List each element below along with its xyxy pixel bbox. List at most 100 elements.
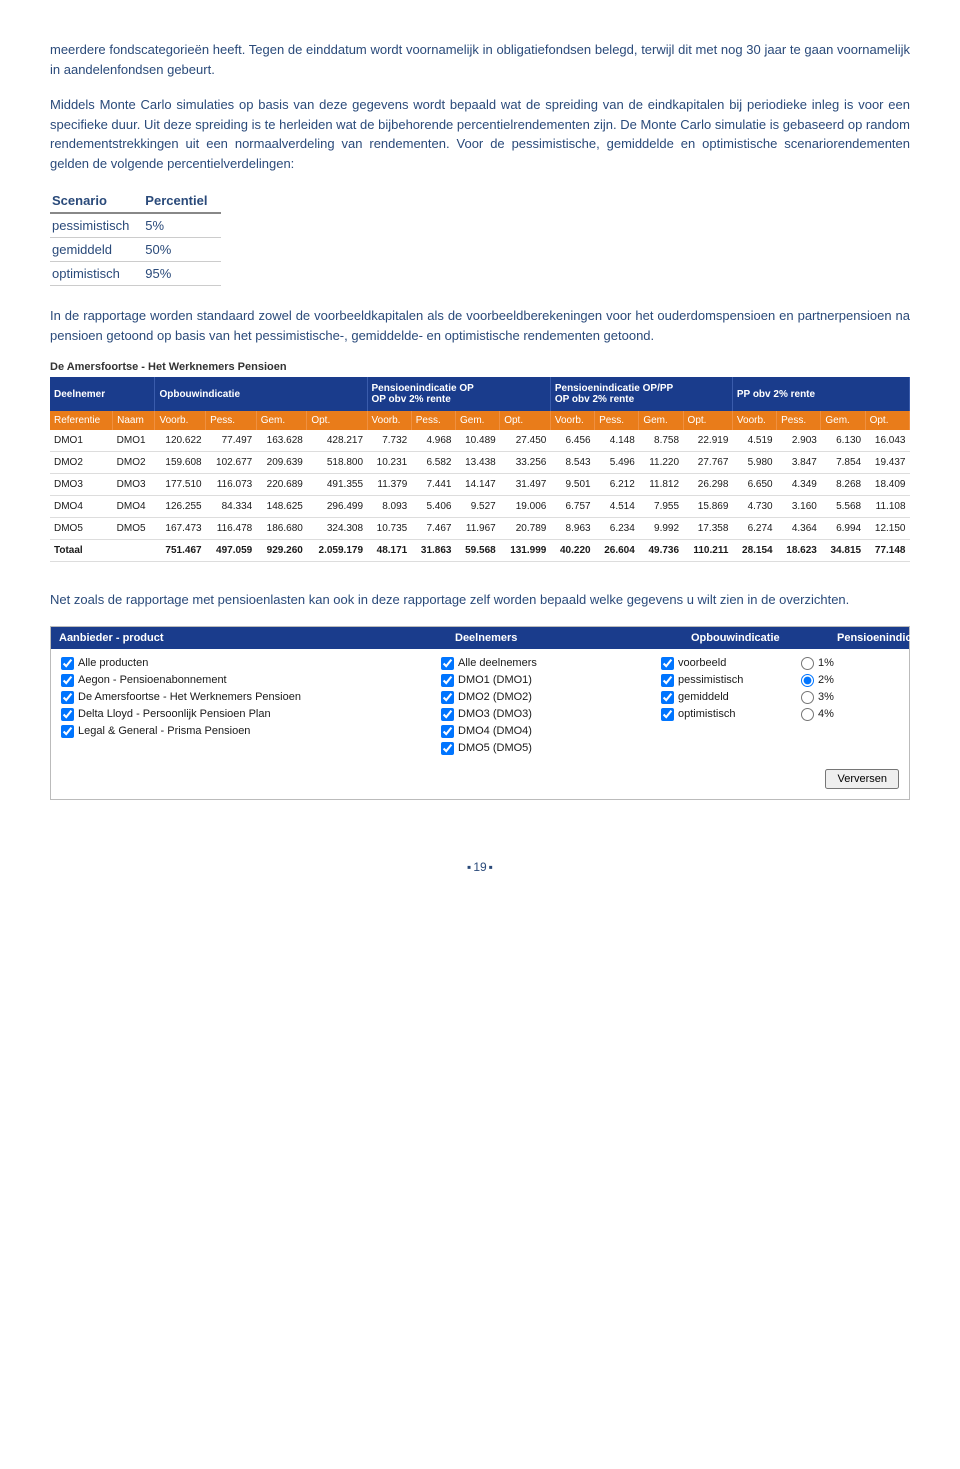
data-table-group-header: Opbouwindicatie — [155, 377, 367, 411]
table-cell: 22.919 — [683, 430, 732, 452]
table-cell: 116.073 — [206, 474, 257, 496]
rente-radio[interactable] — [801, 691, 814, 704]
opbouw-checkbox[interactable] — [661, 657, 674, 670]
data-table-group-header: Pensioenindicatie OP/PPOP obv 2% rente — [550, 377, 732, 411]
table-cell: 4.514 — [595, 496, 639, 518]
data-table-col-header: Opt. — [865, 411, 909, 430]
table-cell: 110.211 — [683, 540, 732, 562]
table-cell: 40.220 — [550, 540, 594, 562]
table-row: DMO4DMO4126.25584.334148.625296.4998.093… — [50, 496, 910, 518]
rente-radio[interactable] — [801, 674, 814, 687]
table-cell: Totaal — [50, 540, 113, 562]
opbouw-item: pessimistisch — [661, 674, 781, 687]
table-cell: 209.639 — [256, 452, 307, 474]
participant-checkbox[interactable] — [441, 708, 454, 721]
product-label: Alle producten — [78, 657, 148, 669]
table-cell: 11.967 — [455, 518, 499, 540]
table-row: DMO3DMO3177.510116.073220.689491.35511.3… — [50, 474, 910, 496]
participant-checkbox[interactable] — [441, 674, 454, 687]
product-item: De Amersfoortse - Het Werknemers Pensioe… — [61, 691, 421, 704]
table-cell: 34.815 — [821, 540, 865, 562]
product-item: Alle producten — [61, 657, 421, 670]
table-cell: 17.358 — [683, 518, 732, 540]
table-cell: 167.473 — [155, 518, 206, 540]
table-cell: 751.467 — [155, 540, 206, 562]
participant-item: DMO3 (DMO3) — [441, 708, 641, 721]
data-table-col-header: Naam — [113, 411, 155, 430]
opbouw-label: optimistisch — [678, 708, 735, 720]
opbouw-checkbox[interactable] — [661, 691, 674, 704]
filter-header-cell: Aanbieder - product — [51, 627, 447, 649]
participant-label: DMO1 (DMO1) — [458, 674, 532, 686]
table-cell: 31.497 — [500, 474, 551, 496]
table-cell: 14.147 — [455, 474, 499, 496]
product-item: Delta Lloyd - Persoonlijk Pensioen Plan — [61, 708, 421, 721]
opbouw-checkbox[interactable] — [661, 674, 674, 687]
table-cell: 20.789 — [500, 518, 551, 540]
participant-label: DMO5 (DMO5) — [458, 742, 532, 754]
table-cell: 5.406 — [411, 496, 455, 518]
rente-item: 2% — [801, 674, 881, 687]
product-checkbox[interactable] — [61, 708, 74, 721]
rente-label: 2% — [818, 674, 834, 686]
table-cell: 497.059 — [206, 540, 257, 562]
table-cell: DMO5 — [113, 518, 155, 540]
participant-item: DMO1 (DMO1) — [441, 674, 641, 687]
table-cell: DMO4 — [50, 496, 113, 518]
table-cell: 8.268 — [821, 474, 865, 496]
table-cell: 4.730 — [732, 496, 776, 518]
participant-label: DMO2 (DMO2) — [458, 691, 532, 703]
participant-checkbox[interactable] — [441, 691, 454, 704]
data-table-col-header: Opt. — [307, 411, 367, 430]
table-cell: 2.903 — [777, 430, 821, 452]
paragraph-3: In de rapportage worden standaard zowel … — [50, 306, 910, 345]
table-cell: 4.349 — [777, 474, 821, 496]
table-cell: 12.150 — [865, 518, 909, 540]
paragraph-1: meerdere fondscategorieën heeft. Tegen d… — [50, 40, 910, 79]
participant-checkbox[interactable] — [441, 742, 454, 755]
table-cell: 10.489 — [455, 430, 499, 452]
table-cell: 8.543 — [550, 452, 594, 474]
table-cell: 49.736 — [639, 540, 683, 562]
pension-data-table: De Amersfoortse - Het Werknemers Pensioe… — [50, 361, 910, 562]
table-cell: 18.623 — [777, 540, 821, 562]
data-table-col-header: Voorb. — [155, 411, 206, 430]
table-cell: 428.217 — [307, 430, 367, 452]
data-table-col-header: Gem. — [455, 411, 499, 430]
opbouw-checkbox[interactable] — [661, 708, 674, 721]
participant-checkbox[interactable] — [441, 657, 454, 670]
refresh-button[interactable]: Verversen — [825, 769, 899, 789]
table-cell: 159.608 — [155, 452, 206, 474]
table-row: DMO2DMO2159.608102.677209.639518.80010.2… — [50, 452, 910, 474]
scenario-cell: 95% — [143, 262, 221, 286]
table-cell: 163.628 — [256, 430, 307, 452]
data-table-col-header: Pess. — [595, 411, 639, 430]
filter-header-cell: Opbouwindicatie — [683, 627, 829, 649]
data-table-col-header: Pess. — [206, 411, 257, 430]
table-cell: DMO4 — [113, 496, 155, 518]
table-cell: 929.260 — [256, 540, 307, 562]
data-table-group-header: PP obv 2% rente — [732, 377, 909, 411]
rente-radio[interactable] — [801, 708, 814, 721]
table-cell: 31.863 — [411, 540, 455, 562]
table-row: DMO5DMO5167.473116.478186.680324.30810.7… — [50, 518, 910, 540]
table-cell: 48.171 — [367, 540, 411, 562]
product-checkbox[interactable] — [61, 691, 74, 704]
product-checkbox[interactable] — [61, 674, 74, 687]
opbouw-label: gemiddeld — [678, 691, 729, 703]
table-cell: 4.968 — [411, 430, 455, 452]
rente-item: 3% — [801, 691, 881, 704]
participant-checkbox[interactable] — [441, 725, 454, 738]
table-cell: 10.231 — [367, 452, 411, 474]
paragraph-2: Middels Monte Carlo simulaties op basis … — [50, 95, 910, 173]
data-table-col-header: Gem. — [821, 411, 865, 430]
table-cell: 116.478 — [206, 518, 257, 540]
scenario-cell: pessimistisch — [50, 213, 143, 238]
product-checkbox[interactable] — [61, 725, 74, 738]
product-checkbox[interactable] — [61, 657, 74, 670]
filter-header-cell: Pensioenindicatie — [829, 627, 939, 649]
data-table-col-header: Opt. — [683, 411, 732, 430]
opbouw-label: voorbeeld — [678, 657, 726, 669]
rente-radio[interactable] — [801, 657, 814, 670]
table-cell: 4.148 — [595, 430, 639, 452]
